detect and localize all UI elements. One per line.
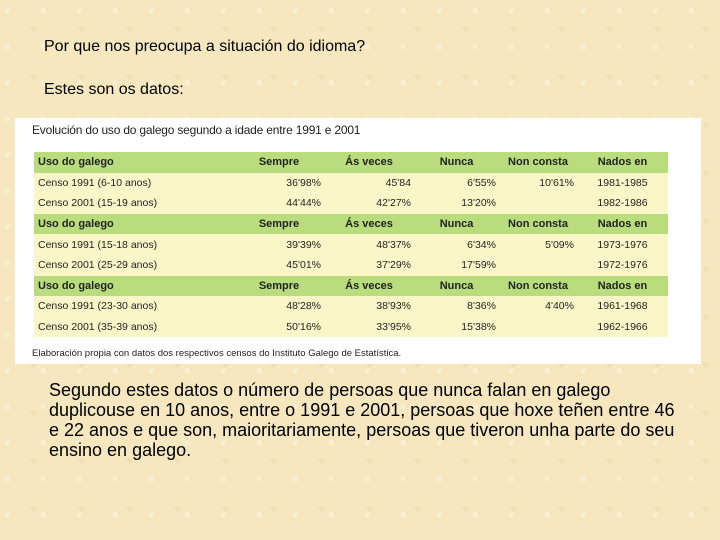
- table-cell: 6'55%: [414, 172, 499, 194]
- table-cell: 17'59%: [414, 254, 499, 276]
- table-header-row: Uso do galego Sempre Ás veces Nunca Non cons…: [34, 152, 668, 173]
- table-cell: 15'38%: [414, 316, 499, 338]
- header-col-nunca: Nunca: [414, 213, 499, 235]
- table-cell: 33'95%: [324, 316, 414, 338]
- table-cell: Censo 2001 (35-39 anos): [34, 316, 234, 338]
- table-row: Censo 1991 (15-18 anos) 39'39% 48'37% 6'34%…: [34, 234, 668, 255]
- table-cell: 42'27%: [324, 193, 414, 214]
- table-footnote: Elaboración propia con datos dos respect…: [32, 348, 402, 359]
- table-cell: 1981-1985: [577, 172, 668, 194]
- table-cell: 45'84: [324, 172, 414, 194]
- table-row: Censo 1991 (23-30 anos) 48'28% 38'93% 8'36%…: [34, 296, 668, 317]
- header-col-uso: Uso do galego: [34, 152, 234, 173]
- table-row: Censo 2001 (25-29 anos) 45'01% 37'29% 17'59…: [34, 254, 668, 276]
- header-col-nados-en: Nados en: [577, 213, 668, 235]
- header-col-sempre: Sempre: [234, 152, 324, 173]
- table-cell: 1973-1976: [577, 234, 668, 255]
- header-col-non-consta: Non consta: [499, 275, 577, 297]
- data-intro-heading: Estes son os datos:: [44, 81, 184, 98]
- header-col-nados-en: Nados en: [577, 152, 668, 173]
- table-cell: Censo 2001 (15-19 anos): [34, 193, 234, 214]
- table-cell: 1961-1968: [577, 296, 668, 317]
- header-col-as-veces: Ás veces: [324, 275, 414, 297]
- header-col-nunca: Nunca: [414, 275, 499, 297]
- header-col-as-veces: Ás veces: [324, 213, 414, 235]
- table-cell: 1972-1976: [577, 254, 668, 276]
- table-row: Censo 1991 (6-10 anos) 36'98% 45'84 6'55% 10…: [34, 172, 668, 194]
- table-cell: Censo 2001 (25-29 anos): [34, 254, 234, 276]
- table-cell: 44'44%: [234, 193, 324, 214]
- table-cell: 36'98%: [234, 172, 324, 194]
- table-cell: 1962-1966: [577, 316, 668, 338]
- header-col-uso: Uso do galego: [34, 275, 234, 297]
- galician-usage-table: Uso do galego Sempre Ás veces Nunca Non cons…: [34, 152, 668, 338]
- table-cell: 39'39%: [234, 234, 324, 255]
- table-cell: 48'37%: [324, 234, 414, 255]
- table-cell: Censo 1991 (6-10 anos): [34, 172, 234, 194]
- header-col-non-consta: Non consta: [499, 213, 577, 235]
- header-col-as-veces: Ás veces: [324, 152, 414, 173]
- table-cell: 50'16%: [234, 316, 324, 338]
- table-cell: 1982-1986: [577, 193, 668, 214]
- table-cell: 4'40%: [499, 296, 577, 317]
- table-cell: 38'93%: [324, 296, 414, 317]
- header-col-uso: Uso do galego: [34, 213, 234, 235]
- table-header-row: Uso do galego Sempre Ás veces Nunca Non cons…: [34, 213, 668, 235]
- table-cell: Censo 1991 (23-30 anos): [34, 296, 234, 317]
- table-cell: 5'09%: [499, 234, 577, 255]
- table-cell: [499, 193, 577, 214]
- header-col-sempre: Sempre: [234, 275, 324, 297]
- table-cell: 37'29%: [324, 254, 414, 276]
- slide-question-heading: Por que nos preocupa a situación do idio…: [44, 38, 366, 55]
- table-cell: [499, 316, 577, 338]
- table-cell: 13'20%: [414, 193, 499, 214]
- table-header-row: Uso do galego Sempre Ás veces Nunca Non cons…: [34, 275, 668, 297]
- table-cell: 10'61%: [499, 172, 577, 194]
- header-col-nados-en: Nados en: [577, 275, 668, 297]
- header-col-nunca: Nunca: [414, 152, 499, 173]
- table-cell: 45'01%: [234, 254, 324, 276]
- table-cell: [499, 254, 577, 276]
- conclusion-paragraph: Segundo estes datos o número de persoas …: [49, 380, 675, 460]
- table-title: Evolución do uso do galego segundo a ida…: [32, 123, 361, 137]
- table-row: Censo 2001 (35-39 anos) 50'16% 33'95% 15'38…: [34, 316, 668, 338]
- table-cell: 6'34%: [414, 234, 499, 255]
- header-col-non-consta: Non consta: [499, 152, 577, 173]
- table-cell: Censo 1991 (15-18 anos): [34, 234, 234, 255]
- table-cell: 8'36%: [414, 296, 499, 317]
- header-col-sempre: Sempre: [234, 213, 324, 235]
- data-table-panel: Evolución do uso do galego segundo a ida…: [15, 118, 701, 364]
- table-row: Censo 2001 (15-19 anos) 44'44% 42'27% 13'20…: [34, 193, 668, 214]
- table-cell: 48'28%: [234, 296, 324, 317]
